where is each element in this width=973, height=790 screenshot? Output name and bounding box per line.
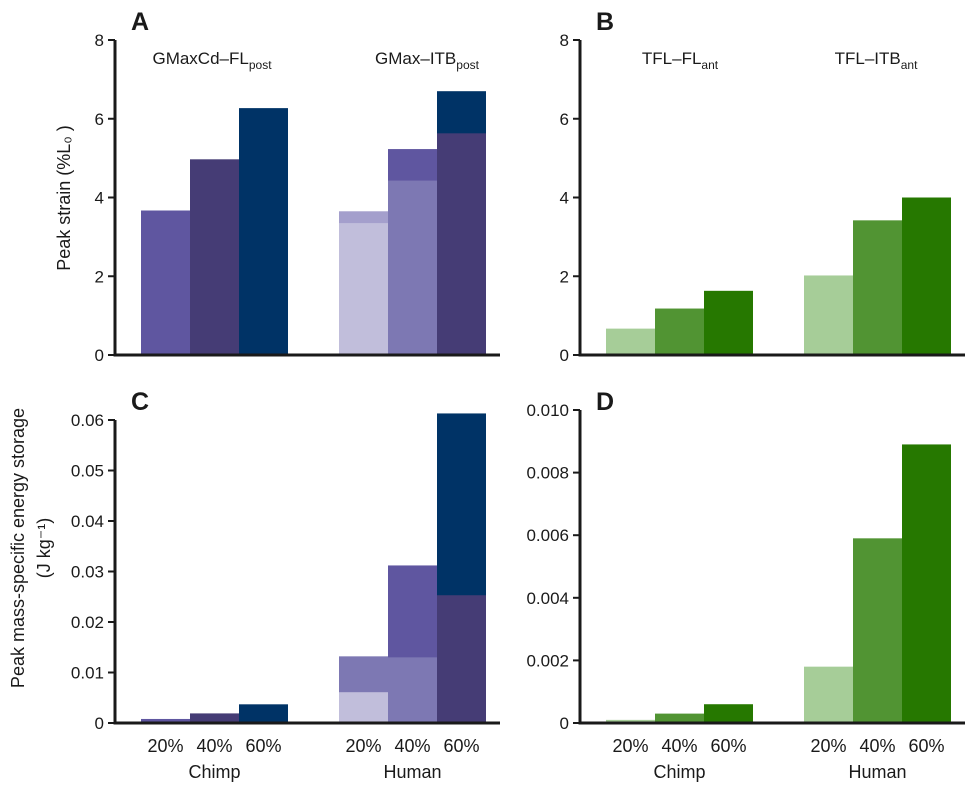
x-category-label-d-0-0: 20% — [612, 736, 648, 756]
series-label-main: TFL–ITB — [835, 49, 901, 68]
bar-b-chimp-2 — [704, 290, 753, 355]
x-category-label-c-1-2: 60% — [443, 736, 479, 756]
panel-letter-b: B — [596, 8, 614, 36]
bar-c-chimp-1 — [190, 713, 239, 723]
bar-b-human-2 — [902, 197, 951, 355]
y-tick-label-b-2: 4 — [560, 189, 569, 208]
bar-d-human-1 — [853, 538, 902, 723]
bar-d-chimp-0 — [606, 719, 655, 723]
y-tick-label-d-4: 0.008 — [526, 464, 569, 483]
y-tick-label-c-2: 0.02 — [71, 613, 104, 632]
y-tick-label-c-3: 0.03 — [71, 563, 104, 582]
bar-base-c-human-2 — [437, 595, 486, 723]
series-label-main: GMaxCd–FL — [152, 49, 248, 68]
series-label-b-0: TFL–FLant — [642, 49, 719, 72]
x-group-label-c-0: Chimp — [188, 762, 240, 782]
bars-layer — [141, 91, 951, 723]
bar-b-chimp-0 — [606, 328, 655, 355]
bar-a-chimp-2 — [239, 108, 288, 356]
y-tick-label-d-3: 0.006 — [526, 526, 569, 545]
panel-letter-a: A — [131, 8, 149, 36]
y-tick-label-b-1: 2 — [560, 267, 569, 286]
y-tick-label-c-1: 0.01 — [71, 664, 104, 683]
bar-base-c-human-1 — [388, 657, 437, 723]
x-category-label-c-0-2: 60% — [245, 736, 281, 756]
y-tick-label-a-2: 4 — [95, 189, 104, 208]
x-category-label-c-1-0: 20% — [345, 736, 381, 756]
bar-b-chimp-1 — [655, 308, 704, 355]
panel-letter-c: C — [131, 388, 149, 416]
x-category-label-d-0-2: 60% — [710, 736, 746, 756]
y-tick-label-d-2: 0.004 — [526, 589, 569, 608]
y-tick-label-c-4: 0.04 — [71, 512, 104, 531]
y-tick-label-d-5: 0.010 — [526, 401, 569, 420]
bar-d-human-0 — [804, 666, 853, 723]
bar-d-chimp-1 — [655, 713, 704, 723]
x-category-label-c-0-1: 40% — [196, 736, 232, 756]
series-label-main: GMax–ITB — [375, 49, 456, 68]
series-label-sub: post — [456, 58, 479, 72]
bar-b-human-0 — [804, 275, 853, 355]
y-tick-label-c-0: 0 — [95, 714, 104, 733]
x-group-label-d-1: Human — [848, 762, 906, 782]
x-category-label-d-1-2: 60% — [908, 736, 944, 756]
series-label-b-1: TFL–ITBant — [835, 49, 918, 72]
series-label-sub: ant — [901, 58, 918, 72]
bar-base-c-human-0 — [339, 692, 388, 723]
series-label-main: TFL–FL — [642, 49, 702, 68]
series-label-a-1: GMax–ITBpost — [375, 49, 480, 72]
bar-a-chimp-0 — [141, 210, 190, 355]
y-axis-title-strain: Peak strain (%L₀ ) — [54, 125, 74, 271]
x-category-label-d-0-1: 40% — [661, 736, 697, 756]
bar-base-a-human-2 — [437, 133, 486, 355]
x-category-label-d-1-0: 20% — [810, 736, 846, 756]
x-category-label-c-0-0: 20% — [147, 736, 183, 756]
panel-letter-d: D — [596, 388, 614, 416]
bar-c-chimp-0 — [141, 718, 190, 723]
y-tick-label-b-0: 0 — [560, 346, 569, 365]
y-axis-title-energy-line2: (J kg⁻¹) — [34, 518, 54, 579]
y-tick-label-b-4: 8 — [560, 31, 569, 50]
y-tick-label-d-1: 0.002 — [526, 651, 569, 670]
series-label-sub: ant — [701, 58, 718, 72]
x-category-label-d-1-1: 40% — [859, 736, 895, 756]
y-tick-label-a-3: 6 — [95, 110, 104, 129]
series-label-a-0: GMaxCd–FLpost — [152, 49, 272, 72]
series-label-sub: post — [249, 58, 272, 72]
x-group-label-d-0: Chimp — [653, 762, 705, 782]
x-category-label-c-1-1: 40% — [394, 736, 430, 756]
y-tick-label-a-0: 0 — [95, 346, 104, 365]
bar-d-human-2 — [902, 444, 951, 723]
bar-a-chimp-1 — [190, 159, 239, 355]
bar-b-human-1 — [853, 220, 902, 355]
bar-d-chimp-2 — [704, 704, 753, 723]
bar-base-a-human-1 — [388, 180, 437, 355]
y-tick-label-d-0: 0 — [560, 714, 569, 733]
y-tick-label-a-1: 2 — [95, 267, 104, 286]
y-tick-label-c-6: 0.06 — [71, 411, 104, 430]
y-tick-label-a-4: 8 — [95, 31, 104, 50]
y-axis-title-energy-line1: Peak mass-specific energy storage — [8, 408, 28, 688]
y-tick-label-c-5: 0.05 — [71, 462, 104, 481]
y-tick-label-b-3: 6 — [560, 110, 569, 129]
bar-c-chimp-2 — [239, 704, 288, 723]
bar-base-a-human-0 — [339, 223, 388, 355]
x-group-label-c-1: Human — [383, 762, 441, 782]
axes-layer — [108, 39, 965, 725]
